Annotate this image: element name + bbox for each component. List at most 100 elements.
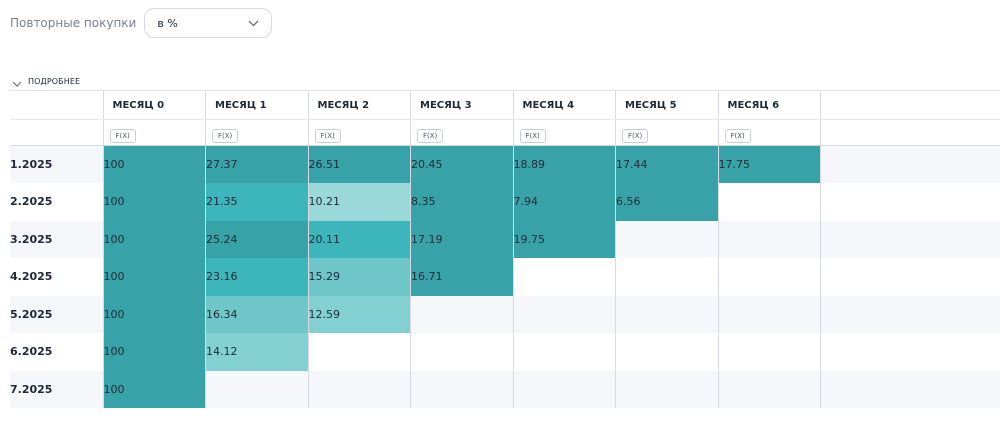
empty-cell — [717, 295, 821, 333]
empty-cell — [615, 258, 718, 296]
retention-cell: 23.16 — [205, 258, 308, 296]
month-header-4: МЕСЯЦ 4 — [512, 90, 616, 120]
month-header-row: МЕСЯЦ 0 МЕСЯЦ 1 МЕСЯЦ 2 МЕСЯЦ 3 МЕСЯЦ 4 МЕСЯЦ… — [10, 90, 1000, 120]
cohort-label: 2.2025 — [10, 195, 53, 209]
empty-cell — [615, 295, 718, 333]
retention-cell: 20.11 — [307, 220, 411, 258]
cohort-table: МЕСЯЦ 0 МЕСЯЦ 1 МЕСЯЦ 2 МЕСЯЦ 3 МЕСЯЦ 4 МЕСЯЦ… — [10, 90, 1000, 408]
retention-cell: 16.34 — [205, 295, 308, 333]
formula-corner — [10, 119, 103, 146]
empty-cell — [307, 370, 411, 408]
retention-cell: 100 — [102, 220, 206, 258]
filter-label: Повторные покупки — [10, 16, 137, 30]
retention-cell: 18.89 — [512, 145, 616, 183]
table-row: 3.2025 100 25.24 20.11 17.19 19.75 — [10, 220, 1000, 258]
row-filler — [820, 145, 1000, 183]
month-header-0: МЕСЯЦ 0 — [102, 90, 206, 120]
details-label: ПОДРОБНЕЕ — [28, 77, 81, 86]
empty-cell — [717, 370, 821, 408]
table-row: 7.2025 100 — [10, 370, 1000, 408]
empty-cell — [615, 333, 718, 371]
empty-cell — [307, 333, 411, 371]
formula-cell-2: F(X) — [307, 119, 411, 146]
formula-button[interactable]: F(X) — [417, 128, 444, 143]
retention-cell: 100 — [102, 333, 206, 371]
cohort-label: 5.2025 — [10, 295, 103, 333]
cohort-rows: 1.2025 100 27.37 26.51 20.45 18.89 17.44 17.75 2… — [10, 145, 1000, 408]
empty-cell — [410, 295, 513, 333]
retention-cell: 100 — [102, 370, 206, 408]
cohort-label: 7.2025 — [10, 370, 103, 408]
cohort-label: 4.2025 — [10, 270, 53, 284]
month-header-2: МЕСЯЦ 2 — [307, 90, 411, 120]
retention-cell: 19.75 — [512, 220, 616, 258]
header-corner — [10, 90, 103, 120]
repeat-purchases-filter: Повторные покупки в % — [10, 8, 273, 38]
row-filler — [820, 333, 1000, 371]
empty-cell — [512, 258, 616, 296]
retention-cell: 10.21 — [307, 183, 411, 221]
cohort-label: 6.2025 — [10, 345, 53, 359]
row-filler — [820, 183, 1000, 221]
formula-button[interactable]: F(X) — [519, 128, 546, 143]
retention-cell: 14.12 — [205, 333, 308, 371]
retention-cell: 17.19 — [410, 220, 513, 258]
table-row: 6.2025 100 14.12 — [10, 333, 1000, 371]
details-toggle[interactable]: ПОДРОБНЕЕ — [12, 72, 80, 91]
retention-cell: 16.71 — [410, 258, 513, 296]
formula-cell-6: F(X) — [717, 119, 821, 146]
row-filler — [820, 258, 1000, 296]
retention-cell: 100 — [102, 145, 206, 183]
empty-cell — [512, 333, 616, 371]
cohort-label: 1.2025 — [10, 145, 103, 183]
retention-cell: 12.59 — [307, 295, 411, 333]
empty-cell — [717, 183, 821, 221]
units-select-value: в % — [157, 16, 178, 30]
empty-cell — [205, 370, 308, 408]
table-row: 4.2025 100 23.16 15.29 16.71 — [10, 258, 1000, 296]
row-filler — [820, 295, 1000, 333]
empty-cell — [410, 370, 513, 408]
row-filler — [820, 370, 1000, 408]
table-row: 2.2025 100 21.35 10.21 8.35 7.94 6.56 — [10, 183, 1000, 221]
chevron-down-icon — [248, 20, 259, 27]
table-row: 1.2025 100 27.37 26.51 20.45 18.89 17.44 17.75 — [10, 145, 1000, 183]
empty-cell — [717, 220, 821, 258]
formula-button[interactable]: F(X) — [109, 128, 136, 143]
formula-button[interactable]: F(X) — [314, 128, 341, 143]
retention-cell: 7.94 — [512, 183, 616, 221]
row-filler — [820, 220, 1000, 258]
empty-cell — [615, 220, 718, 258]
retention-cell: 100 — [102, 295, 206, 333]
empty-cell — [615, 370, 718, 408]
formula-button[interactable]: F(X) — [212, 128, 239, 143]
retention-cell: 100 — [102, 183, 206, 221]
formula-row: F(X) F(X) F(X) F(X) F(X) F(X) F(X) — [10, 119, 1000, 146]
retention-cell: 6.56 — [615, 183, 718, 221]
formula-cell-3: F(X) — [410, 119, 513, 146]
retention-cell: 17.44 — [615, 145, 718, 183]
month-header-1: МЕСЯЦ 1 — [205, 90, 308, 120]
formula-cell-4: F(X) — [512, 119, 616, 146]
formula-cell-5: F(X) — [615, 119, 718, 146]
units-select[interactable]: в % — [144, 8, 273, 38]
retention-cell: 26.51 — [307, 145, 411, 183]
empty-cell — [512, 295, 616, 333]
cohort-label: 3.2025 — [10, 220, 103, 258]
retention-cell: 21.35 — [205, 183, 308, 221]
retention-cell: 8.35 — [410, 183, 513, 221]
retention-cell: 100 — [102, 258, 206, 296]
formula-button[interactable]: F(X) — [724, 128, 751, 143]
empty-cell — [512, 370, 616, 408]
month-header-5: МЕСЯЦ 5 — [615, 90, 718, 120]
month-header-3: МЕСЯЦ 3 — [410, 90, 513, 120]
empty-cell — [410, 333, 513, 371]
formula-button[interactable]: F(X) — [622, 128, 649, 143]
month-header-6: МЕСЯЦ 6 — [717, 90, 821, 120]
chevron-down-icon — [12, 72, 28, 91]
retention-cell: 27.37 — [205, 145, 308, 183]
empty-cell — [717, 258, 821, 296]
formula-cell-1: F(X) — [205, 119, 308, 146]
table-row: 5.2025 100 16.34 12.59 — [10, 295, 1000, 333]
retention-cell: 15.29 — [307, 258, 411, 296]
